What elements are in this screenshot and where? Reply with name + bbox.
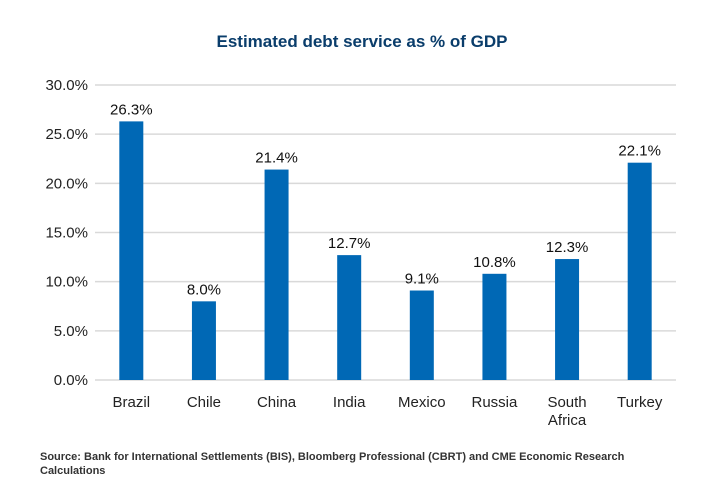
y-tick-label: 25.0%: [45, 126, 88, 143]
y-tick-label: 5.0%: [54, 323, 88, 340]
bars: [119, 121, 652, 380]
bar: [191, 301, 216, 380]
y-tick-label: 20.0%: [45, 175, 88, 192]
bar: [264, 169, 289, 380]
y-tick-label: 15.0%: [45, 225, 88, 242]
x-category-label: South Africa: [547, 394, 586, 429]
bar: [119, 121, 144, 380]
y-tick-label: 10.0%: [45, 274, 88, 291]
x-category-label: Turkey: [617, 394, 663, 411]
data-label: 9.1%: [405, 271, 439, 288]
y-axis-ticks: 0.0% 5.0% 10.0% 15.0% 20.0% 25.0% 30.0%: [45, 77, 88, 389]
y-tick-label: 30.0%: [45, 77, 88, 94]
x-category-label: Brazil: [113, 394, 151, 411]
x-category-label: Chile: [187, 394, 221, 411]
data-label: 8.0%: [187, 281, 221, 298]
data-labels: 26.3% 8.0% 21.4% 12.7% 9.1% 10.8% 12.3% 22.1%: [110, 101, 661, 298]
x-axis-categories: Brazil Chile China India Mexico Russia South Af…: [113, 394, 663, 429]
gridlines: [95, 84, 676, 381]
y-tick-label: 0.0%: [54, 372, 88, 389]
chart-title: Estimated debt service as % of GDP: [217, 32, 508, 51]
bar: [482, 273, 507, 380]
data-label: 22.1%: [618, 143, 661, 160]
bar: [337, 255, 362, 380]
data-label: 10.8%: [473, 254, 516, 271]
data-label: 12.7%: [328, 235, 371, 252]
x-category-label: Mexico: [398, 394, 446, 411]
bar: [627, 162, 652, 380]
data-label: 21.4%: [255, 150, 298, 167]
x-category-label: India: [333, 394, 366, 411]
bar: [555, 259, 580, 380]
data-label: 12.3%: [546, 239, 589, 256]
source-note: Source: Bank for International Settlemen…: [40, 451, 625, 477]
bar: [409, 290, 434, 380]
x-category-label: Russia: [472, 394, 519, 411]
x-category-label: China: [257, 394, 297, 411]
data-label: 26.3%: [110, 101, 153, 118]
